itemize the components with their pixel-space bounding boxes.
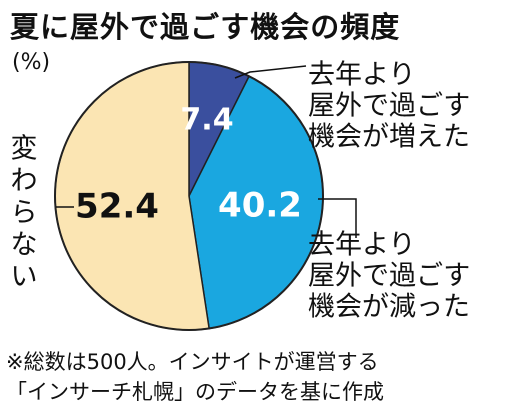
category-label-3-line-4: な (11, 230, 38, 261)
footnote-line-1: ※総数は500人。インサイトが運営する (6, 350, 379, 374)
category-label-3-line-3: ら (11, 198, 38, 229)
leader-line-1 (234, 65, 307, 79)
category-label-2-line-1: 去年より (308, 230, 415, 261)
category-label-2-line-3: 機会が減った (308, 292, 470, 323)
unit-label: (%) (12, 50, 51, 75)
pie-outline (54, 61, 324, 331)
category-label-1-line-3: 機会が増えた (308, 122, 470, 153)
category-label-1-line-2: 屋外で過ごす (308, 91, 470, 122)
value-label-1: 7.4 (180, 103, 233, 138)
category-label-3-line-1: 変 (11, 134, 38, 165)
category-label-3-line-5: い (11, 262, 38, 293)
category-label-3-line-2: わ (11, 166, 38, 197)
category-label-2-line-2: 屋外で過ごす (308, 261, 470, 292)
category-label-1-line-1: 去年より (308, 60, 415, 91)
footnote-line-2: 「インサーチ札幌」のデータを基に作成 (6, 380, 384, 404)
value-label-2: 40.2 (218, 186, 302, 226)
chart-title: 夏に屋外で過ごす機会の頻度 (10, 10, 401, 44)
value-label-3: 52.4 (75, 187, 159, 227)
leader-line-2 (318, 198, 357, 238)
